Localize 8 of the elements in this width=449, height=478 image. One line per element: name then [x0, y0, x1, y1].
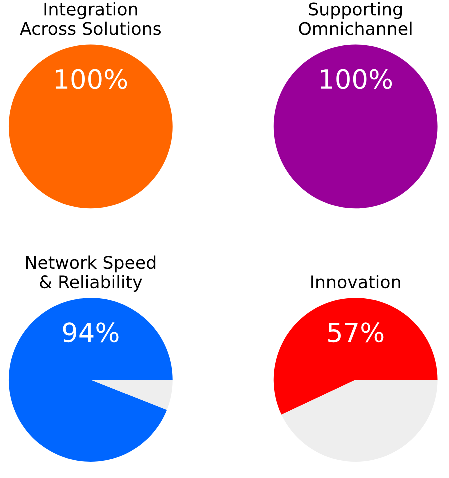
chart-title: Network Speed & Reliability: [26, 256, 156, 292]
data-label: 57%: [328, 322, 384, 343]
data-label: 94%: [63, 322, 119, 343]
data-label: 100%: [56, 69, 128, 90]
data-label: 100%: [321, 69, 392, 90]
chart-title: Innovation: [312, 275, 400, 289]
chart-title: Integration Across Solutions: [20, 2, 162, 36]
chart-title: Supporting Omnichannel: [299, 2, 412, 36]
